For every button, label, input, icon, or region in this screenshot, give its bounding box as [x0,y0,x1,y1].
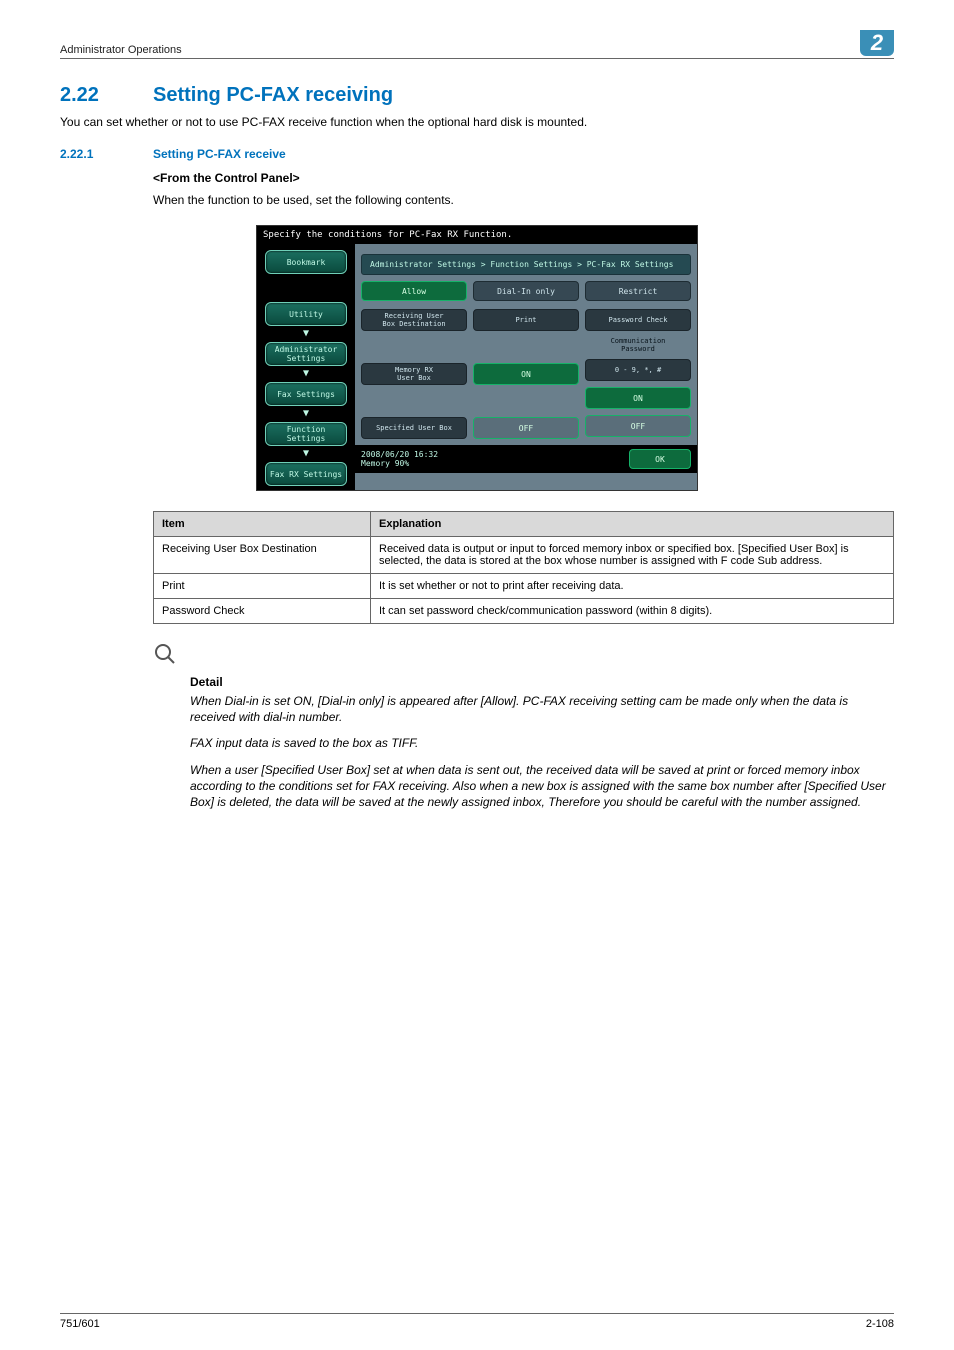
h2-title: Setting PC-FAX receive [153,147,286,161]
ss-main-panel: Administrator Settings > Function Settin… [355,244,697,490]
ss-datetime: 2008/06/20 16:32 [361,450,438,459]
cell-explanation: It is set whether or not to print after … [371,574,894,599]
cell-explanation: Received data is output or input to forc… [371,537,894,574]
ss-sidebar: Bookmark Utility ▼ Administrator Setting… [257,244,355,490]
arrow-icon: ▼ [303,410,309,418]
ss-instruction: Specify the conditions for PC-Fax RX Fun… [257,226,697,244]
fax-rx-settings-button[interactable]: Fax RX Settings [265,462,347,486]
section-title: Administrator Operations [60,44,182,56]
recv-box-dest-button[interactable]: Receiving User Box Destination [361,309,467,331]
chapter-number: 2 [860,30,894,56]
arrow-icon: ▼ [303,330,309,338]
utility-button[interactable]: Utility [265,302,347,326]
fax-settings-button[interactable]: Fax Settings [265,382,347,406]
h2-number: 2.22.1 [60,147,125,161]
ss-breadcrumb: Administrator Settings > Function Settin… [361,254,691,275]
comm-password-label: Communication Password [585,337,691,353]
ss-footer-info: 2008/06/20 16:32 Memory 90% [361,450,438,468]
lead-text: When the function to be used, set the fo… [153,193,894,207]
ss-memory: Memory 90% [361,459,438,468]
cell-item: Print [154,574,371,599]
h1-title: Setting PC-FAX receiving [153,84,393,107]
print-label: Print [473,309,579,331]
detail-heading: Detail [190,675,894,689]
password-check-label: Password Check [585,309,691,331]
footer-left: 751/601 [60,1318,100,1330]
specified-box-button[interactable]: Specified User Box [361,417,467,439]
password-range: 0 - 9, *, # [585,359,691,381]
detail-p1: When Dial-in is set ON, [Dial-in only] i… [190,693,894,725]
function-settings-button[interactable]: Function Settings [265,422,347,446]
arrow-icon: ▼ [303,370,309,378]
print-on-button[interactable]: ON [473,363,579,385]
table-row: Password Check It can set password check… [154,599,894,624]
cell-item: Receiving User Box Destination [154,537,371,574]
subhead: <From the Control Panel> [153,171,894,185]
admin-settings-button[interactable]: Administrator Settings [265,342,347,366]
table-row: Receiving User Box Destination Received … [154,537,894,574]
tab-allow[interactable]: Allow [361,281,467,301]
arrow-icon: ▼ [303,450,309,458]
h1-number: 2.22 [60,84,125,107]
table-row: Print It is set whether or not to print … [154,574,894,599]
explanation-table: Item Explanation Receiving User Box Dest… [153,511,894,624]
memory-rx-button[interactable]: Memory RX User Box [361,363,467,385]
cell-item: Password Check [154,599,371,624]
ok-button[interactable]: OK [629,449,691,469]
cell-explanation: It can set password check/communication … [371,599,894,624]
magnifier-icon [153,642,894,671]
print-off-button[interactable]: OFF [473,417,579,439]
detail-p2: FAX input data is saved to the box as TI… [190,735,894,751]
control-panel-screenshot: Specify the conditions for PC-Fax RX Fun… [256,225,698,491]
pw-off-button[interactable]: OFF [585,415,691,437]
tab-dialin[interactable]: Dial-In only [473,281,579,301]
detail-p3: When a user [Specified User Box] set at … [190,762,894,811]
intro-text: You can set whether or not to use PC-FAX… [60,115,894,129]
th-explanation: Explanation [371,512,894,537]
pw-on-button[interactable]: ON [585,387,691,409]
th-item: Item [154,512,371,537]
tab-restrict[interactable]: Restrict [585,281,691,301]
footer-right: 2-108 [866,1318,894,1330]
bookmark-button[interactable]: Bookmark [265,250,347,274]
